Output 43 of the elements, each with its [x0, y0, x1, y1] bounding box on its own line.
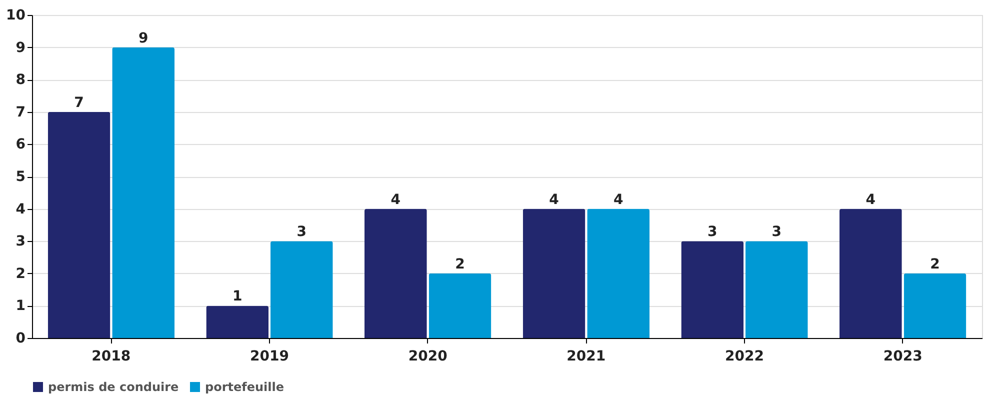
legend-label: permis de conduire — [48, 380, 179, 394]
bar — [904, 273, 966, 338]
bar — [681, 241, 744, 338]
x-tick-label: 2021 — [566, 348, 606, 364]
bar — [745, 241, 808, 338]
data-label: 2 — [455, 256, 465, 272]
bar — [522, 208, 586, 338]
y-tick-label: 8 — [16, 72, 26, 88]
data-label: 2 — [930, 256, 940, 272]
data-label: 4 — [390, 192, 401, 208]
bar — [270, 241, 333, 338]
x-tick-label: 2022 — [725, 348, 764, 364]
data-label: 4 — [613, 192, 624, 208]
data-label: 3 — [296, 224, 307, 240]
bar — [112, 47, 174, 338]
bar — [206, 306, 269, 338]
x-tick-label: 2018 — [92, 348, 131, 364]
bar — [840, 208, 902, 338]
y-tick-label: 0 — [16, 330, 26, 346]
data-label: 9 — [138, 30, 148, 46]
bar — [587, 208, 650, 338]
y-tick-label: 1 — [16, 298, 26, 314]
data-label: 4 — [549, 192, 560, 208]
data-label: 7 — [74, 94, 84, 111]
y-tick-label: 10 — [6, 8, 26, 24]
bar — [48, 112, 110, 338]
y-tick-label: 7 — [16, 104, 26, 120]
y-tick-label: 4 — [16, 201, 26, 218]
x-tick-label: 2019 — [250, 348, 289, 364]
y-tick-label: 5 — [16, 169, 26, 185]
y-tick-label: 2 — [16, 266, 26, 282]
x-tick-label: 2020 — [408, 348, 448, 364]
bar — [428, 273, 492, 338]
y-tick-label: 6 — [16, 136, 26, 153]
data-label: 1 — [232, 288, 242, 305]
data-label: 3 — [772, 224, 782, 240]
y-tick-label: 9 — [16, 40, 26, 56]
data-label: 3 — [707, 224, 718, 240]
x-tick-label: 2023 — [883, 348, 922, 364]
legend-label: portefeuille — [205, 380, 284, 394]
bar — [364, 208, 427, 338]
y-tick-label: 3 — [16, 234, 26, 250]
data-label: 4 — [866, 192, 876, 208]
